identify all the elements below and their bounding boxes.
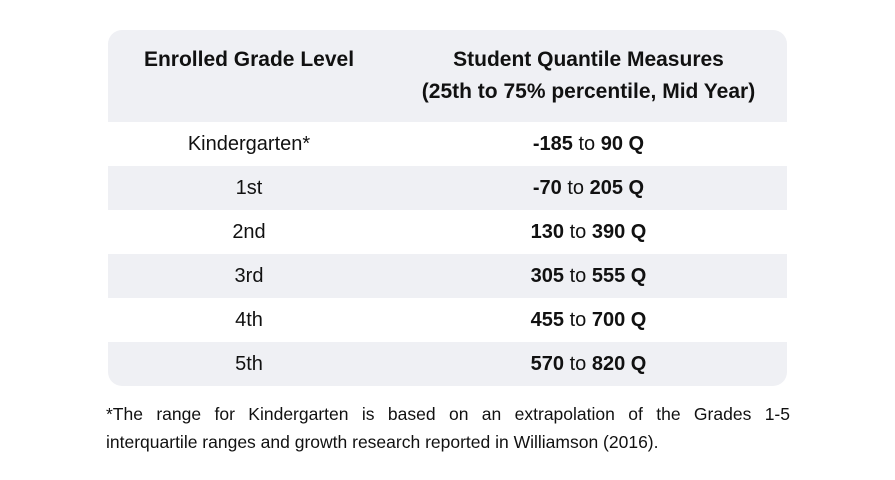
grade-cell: 5th bbox=[235, 352, 263, 375]
range-high: 555 Q bbox=[591, 264, 647, 287]
range-connector: to bbox=[569, 308, 587, 331]
grade-cell: 2nd bbox=[232, 220, 266, 243]
range-low: 130 bbox=[530, 220, 565, 243]
quantile-range-cell: 570 to 820 Q bbox=[390, 353, 787, 376]
quantile-measures-table: Enrolled Grade Level Student Quantile Me… bbox=[108, 30, 787, 386]
range-low: -185 bbox=[532, 132, 573, 155]
table-row-3rd: 3rd 305 to 555 Q bbox=[108, 254, 787, 298]
table-row-kindergarten: Kindergarten* -185 to 90 Q bbox=[108, 122, 787, 166]
grade-cell: 4th bbox=[235, 308, 263, 331]
table-row-5th: 5th 570 to 820 Q bbox=[108, 342, 787, 386]
range-connector: to bbox=[578, 132, 596, 155]
table-row-2nd: 2nd 130 to 390 Q bbox=[108, 210, 787, 254]
range-high: 390 Q bbox=[591, 220, 647, 243]
range-low: 455 bbox=[530, 308, 565, 331]
range-low: 570 bbox=[530, 352, 565, 375]
column-header-grade-level: Enrolled Grade Level bbox=[143, 48, 355, 71]
footnote-line2: interquartile ranges and growth research… bbox=[106, 432, 659, 452]
range-low: 305 bbox=[530, 264, 565, 287]
grade-cell: 1st bbox=[235, 176, 263, 199]
table-row-4th: 4th 455 to 700 Q bbox=[108, 298, 787, 342]
range-connector: to bbox=[569, 264, 587, 287]
range-connector: to bbox=[567, 176, 585, 199]
quantile-range-cell: -70 to 205 Q bbox=[390, 177, 787, 200]
footnote: *The range for Kindergarten is based on … bbox=[106, 400, 790, 456]
quantile-range-cell: -185 to 90 Q bbox=[390, 133, 787, 156]
range-high: 90 Q bbox=[600, 132, 645, 155]
quantile-range-cell: 130 to 390 Q bbox=[390, 221, 787, 244]
quantile-range-cell: 305 to 555 Q bbox=[390, 265, 787, 288]
grade-cell: 3rd bbox=[234, 264, 264, 287]
range-connector: to bbox=[569, 352, 587, 375]
table-header-row: Enrolled Grade Level Student Quantile Me… bbox=[108, 30, 787, 122]
column-header-quantile-line2: (25th to 75% percentile, Mid Year) bbox=[421, 80, 756, 103]
range-high: 700 Q bbox=[591, 308, 647, 331]
column-header-quantile-line1: Student Quantile Measures bbox=[453, 48, 724, 71]
table-row-1st: 1st -70 to 205 Q bbox=[108, 166, 787, 210]
range-low: -70 bbox=[532, 176, 562, 199]
range-high: 205 Q bbox=[589, 176, 645, 199]
quantile-range-cell: 455 to 700 Q bbox=[390, 309, 787, 332]
footnote-line1: *The range for Kindergarten is based on … bbox=[106, 404, 790, 424]
range-connector: to bbox=[569, 220, 587, 243]
grade-cell: Kindergarten* bbox=[187, 132, 311, 155]
column-header-quantile-measures: Student Quantile Measures (25th to 75% p… bbox=[390, 44, 787, 108]
range-high: 820 Q bbox=[591, 352, 647, 375]
